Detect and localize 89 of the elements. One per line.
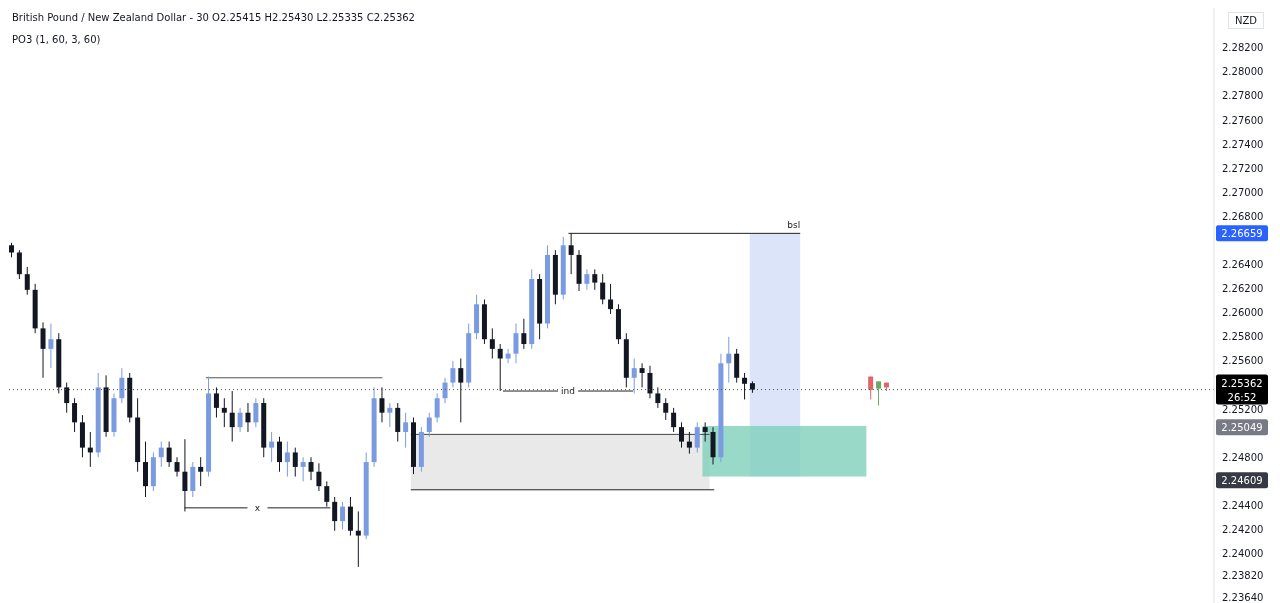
candlestick [521,318,527,350]
price-tag: 2.25049 [1216,419,1268,436]
candlestick [876,380,882,406]
candlestick [631,358,637,394]
y-tick-label: 2.24400 [1222,499,1264,511]
candlestick [324,480,330,508]
candlestick [277,436,282,473]
text: PO3 (1, 60, 3, 60) [12,34,101,45]
candlestick [663,397,669,421]
candlestick [458,358,464,423]
candlestick [434,392,440,423]
candlestick [284,441,290,478]
candlestick [340,501,346,531]
candlestick [489,327,495,359]
candlestick [679,421,684,449]
price-tag: 2.26659 [1216,225,1268,242]
candlestick [292,447,298,478]
y-axis-title: NZD [1227,12,1264,29]
y-tick-label: 2.24800 [1222,451,1264,463]
candlestick [726,336,732,384]
y-tick-label: 2.25800 [1222,331,1264,343]
candlestick [639,362,645,388]
candlestick [694,421,700,453]
candlestick [332,496,338,532]
y-tick-label: 2.26400 [1222,259,1264,271]
candlestick [253,397,259,428]
candlestick [48,323,54,369]
candlestick [426,412,432,438]
candlestick [442,377,448,404]
candlestick [686,431,692,455]
candlestick [600,273,606,305]
annotation: bsl [787,220,801,231]
candlestick [166,441,172,468]
candlestick [213,386,219,419]
candlestick [16,249,22,280]
candlestick [308,456,314,481]
candlestick [379,386,385,423]
candlestick [584,268,590,291]
candlestick [158,441,164,468]
candlestick [64,382,70,414]
y-tick-label: 2.27800 [1222,90,1264,102]
y-tick-label: 2.23820 [1222,569,1264,581]
y-tick-label: 2.26800 [1222,210,1264,222]
candlestick [450,360,456,388]
candlestick [513,323,519,364]
candlestick [40,321,46,379]
y-tick-label: 2.28000 [1222,66,1264,78]
candlestick [647,365,653,399]
candlestick [300,456,306,482]
candlestick [568,232,574,275]
price-tag: 2.24609 [1216,472,1268,489]
y-tick-label: 2.28200 [1222,42,1264,54]
candlestick [245,402,251,433]
candlestick [316,462,322,492]
y-tick-label: 2.24200 [1222,524,1264,536]
candlestick [229,390,235,443]
candlestick [592,268,598,291]
candlestick [608,283,614,315]
candlestick [403,412,409,449]
candlestick [198,456,204,487]
candlestick [355,510,361,568]
candlestick [24,266,30,296]
candlestick [497,343,503,392]
y-tick-label: 2.27200 [1222,162,1264,174]
y-tick-label: 2.23640 [1222,591,1264,603]
y-tick-label: 2.25200 [1222,403,1264,415]
candlestick [182,438,188,512]
candlestick [119,367,125,404]
y-tick-label: 2.24000 [1222,548,1264,560]
y-tick-label: 2.26200 [1222,283,1264,295]
candlestick [269,431,275,463]
candlestick [221,397,227,428]
candlestick [72,397,78,433]
candlestick [655,386,661,409]
y-tick-label: 2.26000 [1222,307,1264,319]
annotation: ind [561,386,575,397]
chart-title: British Pound / New Zealand Dollar - 30 O2.25415 H2.25430 L2.25335 C2.25362 [12,12,415,23]
candlestick [174,456,180,478]
y-tick-label: 2.27600 [1222,114,1264,126]
y-tick-label: 2.25600 [1222,355,1264,367]
candlestick [702,421,708,443]
y-tick-label: 2.27000 [1222,186,1264,198]
price-tag: 2.25362 26:52 [1216,374,1268,405]
candlestick [742,372,748,400]
annotation: x [254,502,261,513]
y-tick-label: 2.27400 [1222,138,1264,150]
candlestick [387,402,393,428]
candlestick [671,407,677,433]
candlestick [237,407,243,433]
